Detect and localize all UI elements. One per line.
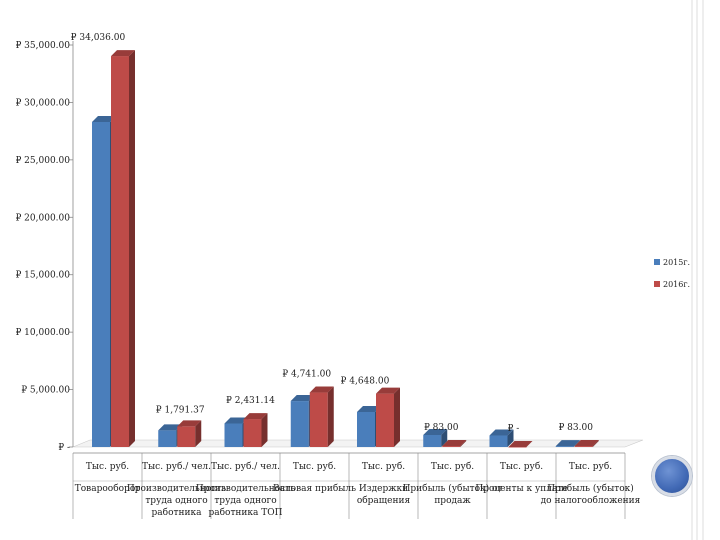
category-name: Товарооборот	[75, 483, 140, 494]
legend-label: 2015г.	[663, 258, 690, 267]
decorative-circle	[652, 456, 692, 496]
legend-swatch-0	[654, 259, 660, 265]
category-name: труда одного	[214, 496, 276, 506]
bar-2016-3	[309, 386, 334, 447]
category-name: до налогообложения	[541, 495, 641, 506]
bar-2015-6	[489, 429, 514, 447]
category-name: Прибыль (убыток) от	[403, 483, 503, 494]
y-tick-label: ₽ 30,000.00	[16, 98, 71, 108]
category-name: продаж	[434, 496, 471, 506]
category-unit: Тыс. руб.	[293, 461, 336, 472]
category-name: обращения	[357, 495, 411, 506]
bar-2016-7	[574, 440, 599, 447]
category-unit: Тыс. руб./ чел.	[142, 461, 211, 472]
category-name: Производительность	[196, 484, 295, 494]
category-unit: Тыс. руб.	[362, 461, 405, 472]
bar-2016-2	[243, 413, 268, 447]
category-unit: Тыс. руб.	[500, 461, 543, 472]
category-name: Валовая прибыль	[273, 483, 356, 494]
category-name: Проценты к уплате	[475, 484, 567, 494]
y-tick-label: ₽ 15,000.00	[16, 271, 71, 281]
bar-2016-5	[442, 440, 467, 447]
y-tick-label: ₽ 10,000.00	[16, 328, 71, 338]
category-unit: Тыс. руб.	[569, 461, 612, 472]
category-name: работника	[152, 507, 203, 518]
data-label: ₽ 83.00	[559, 423, 594, 433]
bar-2016-1	[177, 420, 202, 447]
y-tick-label: ₽ 20,000.00	[16, 213, 71, 223]
data-label: ₽ 4,648.00	[341, 377, 390, 387]
data-label: ₽ 83.00	[424, 423, 459, 433]
category-name: работника ТОП	[208, 507, 282, 518]
category-name: Производительность	[127, 484, 226, 494]
y-tick-label: ₽ 5,000.00	[21, 386, 70, 396]
data-label: ₽ 2,431.14	[226, 396, 275, 406]
data-label: ₽ -	[508, 424, 520, 434]
data-label: ₽ 4,741.00	[282, 370, 331, 380]
data-label: ₽ 1,791.37	[156, 405, 205, 415]
y-tick-label: ₽ 35,000.00	[16, 41, 71, 51]
category-unit: Тыс. руб.	[431, 461, 474, 472]
legend-swatch-1	[654, 281, 660, 287]
bar-2015-7	[555, 440, 580, 447]
bar-2016-0	[111, 50, 135, 447]
data-label: ₽ 34,036.00	[71, 33, 126, 43]
category-name: Издержки	[359, 484, 408, 494]
y-tick-label: ₽ 25,000.00	[16, 156, 71, 166]
category-unit: Тыс. руб.	[86, 461, 129, 472]
category-unit: Тыс. руб./ чел.	[211, 461, 280, 472]
category-name: труда одного	[145, 496, 207, 506]
bar-2015-5	[423, 428, 448, 447]
bar-2016-4	[376, 387, 400, 447]
legend-label: 2016г.	[663, 280, 690, 289]
y-tick-label: ₽ -	[58, 443, 70, 453]
category-name: Прибыль (убыток)	[547, 483, 634, 494]
bar-2016-6	[508, 441, 533, 448]
